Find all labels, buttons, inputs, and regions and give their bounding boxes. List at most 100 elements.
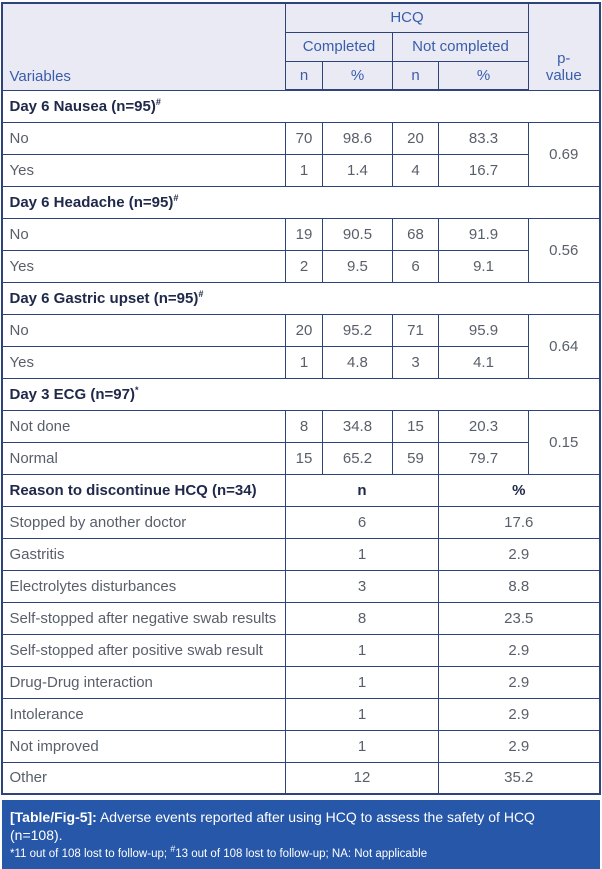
section-title-superscript: # — [198, 288, 204, 299]
footnote-part2: 13 out of 108 lost to follow-up; NA: Not… — [175, 848, 428, 861]
header-row-measures: n % n % — [2, 60, 599, 91]
table-row: Yes 2 9.5 6 9.1 — [1, 249, 599, 283]
reason-pct: 2.9 — [437, 729, 601, 763]
cell-pct-completed: 65.2 — [321, 441, 393, 475]
col-header-hcq: HCQ — [284, 2, 530, 33]
caption-tag: [Table/Fig-5]: — [10, 809, 97, 825]
cell-pct-not-completed: 91.9 — [437, 217, 530, 251]
table-row: No 20 95.2 71 95.9 0.64 — [1, 313, 601, 379]
adverse-events-table: Variables HCQ p- value Completed Not com… — [1, 2, 601, 795]
row-label: No — [1, 217, 286, 251]
section-row-headache: Day 6 Headache (n=95)# — [1, 185, 601, 219]
section-title-text: Day 3 ECG (n=97) — [9, 385, 135, 403]
reason-label: Stopped by another doctor — [1, 505, 286, 539]
cell-pct-not-completed: 95.9 — [437, 313, 530, 347]
col-header-n-not-completed: n — [391, 60, 439, 91]
table-row: Self-stopped after negative swab results… — [1, 601, 601, 635]
reason-n: 6 — [284, 505, 439, 539]
reason-label: Self-stopped after positive swab result — [1, 633, 286, 667]
reason-pct: 35.2 — [437, 761, 601, 795]
reason-header-row: Reason to discontinue HCQ (n=34) n % — [1, 473, 601, 507]
reason-n-header: n — [284, 473, 439, 507]
table-row: Intolerance 1 2.9 — [1, 697, 601, 731]
section-title: Day 6 Gastric upset (n=95)# — [1, 281, 601, 315]
table-row: Not improved 1 2.9 — [1, 729, 601, 763]
cell-pct-completed: 98.6 — [321, 121, 393, 155]
table-row: Self-stopped after positive swab result … — [1, 633, 601, 667]
reason-label: Gastritis — [1, 537, 286, 571]
section-title-text: Day 6 Gastric upset (n=95) — [9, 289, 199, 307]
cell-pct-completed: 1.4 — [321, 153, 393, 187]
reason-n: 3 — [284, 569, 439, 603]
cell-p-value: 0.15 — [528, 409, 601, 475]
cell-n-not-completed: 71 — [391, 313, 439, 347]
reason-label: Not improved — [1, 729, 286, 763]
cell-pct-not-completed: 4.1 — [437, 345, 530, 379]
reason-pct: 2.9 — [437, 633, 601, 667]
cell-pct-not-completed: 79.7 — [437, 441, 530, 475]
cell-n-completed: 1 — [284, 345, 323, 379]
table-row: Electrolytes disturbances 3 8.8 — [1, 569, 601, 603]
reason-label: Electrolytes disturbances — [1, 569, 286, 603]
table-row: No 19 90.5 68 91.9 0.56 — [1, 217, 601, 283]
cell-pct-completed: 95.2 — [321, 313, 393, 347]
section-row-nausea: Day 6 Nausea (n=95)# — [1, 89, 601, 123]
caption-body: Adverse events reported after using HCQ … — [10, 809, 535, 844]
cell-n-not-completed: 3 — [391, 345, 439, 379]
cell-n-not-completed: 4 — [391, 153, 439, 187]
reason-label: Self-stopped after negative swab results — [1, 601, 286, 635]
section-title-text: Day 6 Headache (n=95) — [9, 193, 174, 211]
reason-n: 1 — [284, 537, 439, 571]
cell-n-completed: 1 — [284, 153, 323, 187]
col-header-completed: Completed — [284, 31, 393, 62]
footnote-hash-superscript: # — [170, 844, 176, 855]
row-label: Not done — [1, 409, 286, 443]
section-title: Day 6 Nausea (n=95)# — [1, 89, 601, 123]
table-row: No 70 98.6 20 83.3 0.69 — [1, 121, 601, 187]
reason-pct: 2.9 — [437, 665, 601, 699]
table-row: Drug-Drug interaction 1 2.9 — [1, 665, 601, 699]
cell-n-not-completed: 68 — [391, 217, 439, 251]
cell-p-value: 0.69 — [528, 121, 601, 187]
section-title-text: Day 6 Nausea (n=95) — [9, 97, 156, 115]
table-row: Other 12 35.2 — [1, 761, 601, 795]
reason-label: Drug-Drug interaction — [1, 665, 286, 699]
table-row: Gastritis 1 2.9 — [1, 537, 601, 571]
cell-n-not-completed: 6 — [391, 249, 439, 283]
cell-n-not-completed: 20 — [391, 121, 439, 155]
reason-pct: 2.9 — [437, 537, 601, 571]
cell-pct-completed: 9.5 — [321, 249, 393, 283]
table-row: Not done 8 34.8 15 20.3 0.15 — [1, 409, 601, 475]
cell-pct-not-completed: 9.1 — [437, 249, 530, 283]
p-value-label-line2: value — [545, 67, 582, 85]
section-title-superscript: # — [155, 96, 161, 107]
cell-n-not-completed: 59 — [391, 441, 439, 475]
cell-pct-not-completed: 20.3 — [437, 409, 530, 443]
row-label: Yes — [1, 153, 286, 187]
cell-pct-not-completed: 16.7 — [437, 153, 530, 187]
col-header-n-completed: n — [284, 60, 323, 91]
row-label: Normal — [1, 441, 286, 475]
cell-pct-not-completed: 83.3 — [437, 121, 530, 155]
cell-pct-completed: 34.8 — [321, 409, 393, 443]
row-label: Yes — [1, 345, 286, 379]
reason-pct: 23.5 — [437, 601, 601, 635]
cell-pct-completed: 4.8 — [321, 345, 393, 379]
reason-n: 1 — [284, 729, 439, 763]
table-row: Normal 15 65.2 59 79.7 — [1, 441, 599, 475]
reason-pct-header: % — [437, 473, 601, 507]
header-row-hcq: Variables HCQ p- value — [1, 2, 601, 91]
reason-section-title: Reason to discontinue HCQ (n=34) — [1, 473, 286, 507]
table-row: Yes 1 4.8 3 4.1 — [1, 345, 599, 379]
header-row-groups: Completed Not completed — [2, 31, 599, 62]
reason-n: 8 — [284, 601, 439, 635]
reason-pct: 17.6 — [437, 505, 601, 539]
reason-n: 1 — [284, 665, 439, 699]
row-label: No — [1, 313, 286, 347]
reason-n: 1 — [284, 633, 439, 667]
section-row-ecg: Day 3 ECG (n=97)* — [1, 377, 601, 411]
cell-n-completed: 2 — [284, 249, 323, 283]
cell-n-completed: 19 — [284, 217, 323, 251]
cell-n-completed: 70 — [284, 121, 323, 155]
